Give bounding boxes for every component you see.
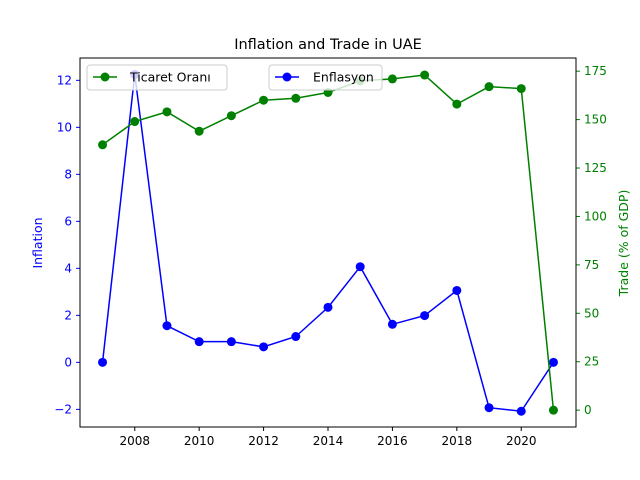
- inflation-data-point: [259, 342, 269, 352]
- left-y-tick-label: 8: [64, 167, 72, 181]
- plot-frame: [79, 57, 577, 428]
- inflation-data-point: [484, 403, 494, 413]
- inflation-data-point: [291, 332, 301, 342]
- right-y-tick-label: 125: [584, 161, 607, 175]
- trade-data-point: [226, 111, 236, 121]
- trade-data-point: [98, 140, 108, 150]
- left-y-tick-label: 4: [64, 261, 72, 275]
- inflation-data-point: [516, 406, 526, 416]
- inflation-data-point: [98, 357, 108, 367]
- right-y-tick-label: 175: [584, 64, 607, 78]
- inflation-data-point: [548, 357, 558, 367]
- legend-trade-label: Ticaret Oranı: [129, 70, 211, 85]
- inflation-data-point: [323, 302, 333, 312]
- x-tick-label: 2010: [184, 434, 215, 448]
- inflation-data-point: [420, 311, 430, 321]
- trade-data-point: [420, 70, 430, 80]
- inflation-data-point: [452, 285, 462, 295]
- left-y-tick-label: 6: [64, 214, 72, 228]
- legend-trade: Ticaret Oranı: [86, 64, 228, 91]
- right-y-tick-label: 0: [584, 403, 592, 417]
- inflation-data-point: [194, 337, 204, 347]
- left-y-tick-label: −2: [54, 402, 72, 416]
- trade-data-point: [194, 126, 204, 136]
- left-y-tick-label: 2: [64, 308, 72, 322]
- legend-inflation-label: Enflasyon: [313, 70, 374, 85]
- trade-data-point: [452, 99, 462, 109]
- left-axis-label: Inflation: [30, 217, 45, 268]
- trade-data-point: [291, 93, 301, 103]
- left-y-tick-label: 0: [64, 355, 72, 369]
- legend-trade-marker: [100, 72, 110, 82]
- legend-inflation: Enflasyon: [268, 64, 383, 91]
- trade-data-point: [387, 74, 397, 84]
- x-tick-label: 2020: [506, 434, 537, 448]
- inflation-data-point: [226, 337, 236, 347]
- x-tick-label: 2012: [248, 434, 279, 448]
- legend-inflation-marker: [282, 72, 292, 82]
- trade-data-point: [516, 84, 526, 94]
- x-tick-label: 2016: [377, 434, 408, 448]
- inflation-data-point: [162, 321, 172, 331]
- right-y-tick-label: 50: [584, 306, 599, 320]
- left-y-tick-label: 12: [57, 73, 72, 87]
- right-axis-label: Trade (% of GDP): [616, 190, 631, 298]
- left-y-tick-label: 10: [57, 120, 72, 134]
- inflation-data-point: [355, 262, 365, 272]
- trade-data-point: [130, 117, 140, 127]
- right-y-tick-label: 150: [584, 113, 607, 127]
- x-tick-label: 2014: [313, 434, 344, 448]
- x-tick-label: 2008: [119, 434, 150, 448]
- trade-data-point: [548, 405, 558, 415]
- trade-data-point: [484, 82, 494, 92]
- right-y-tick-label: 100: [584, 209, 607, 223]
- right-y-tick-label: 25: [584, 355, 599, 369]
- trade-data-point: [259, 95, 269, 105]
- trade-data-point: [162, 107, 172, 117]
- inflation-data-point: [387, 319, 397, 329]
- right-y-tick-label: 75: [584, 258, 599, 272]
- x-tick-label: 2018: [442, 434, 473, 448]
- chart-title: Inflation and Trade in UAE: [234, 37, 422, 53]
